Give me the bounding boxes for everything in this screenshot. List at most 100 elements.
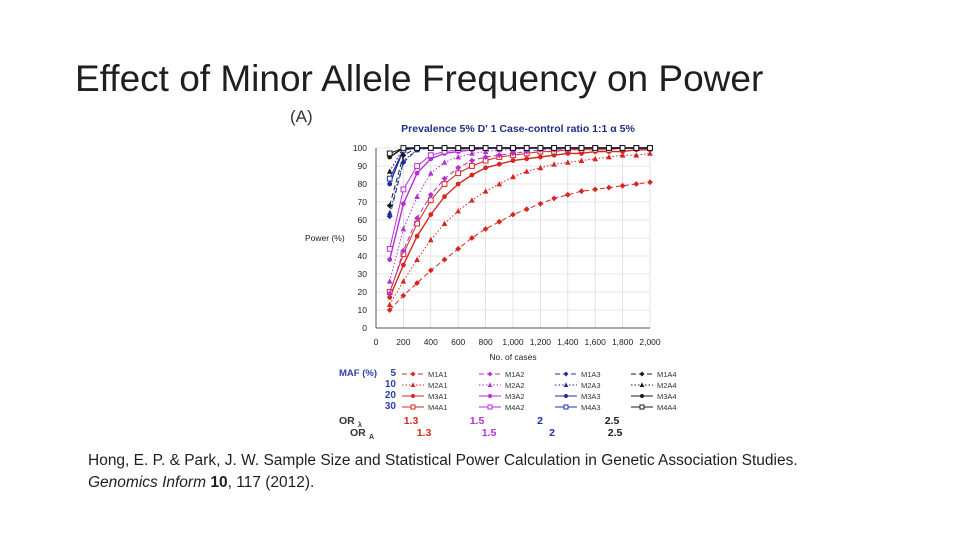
data-point <box>487 371 493 377</box>
data-point <box>428 236 434 243</box>
citation-article: Sample Size and Statistical Power Calcul… <box>263 452 798 469</box>
legend-entry-label: M4A1 <box>428 403 448 412</box>
data-point <box>496 181 503 187</box>
legend-entry-label: M4A2 <box>505 403 525 412</box>
data-point <box>606 154 612 160</box>
data-point <box>578 145 585 151</box>
legend-entry-label: M3A4 <box>657 392 677 401</box>
x-axis-label: No. of cases <box>489 352 536 362</box>
citation: Hong, E. P. & Park, J. W. Sample Size an… <box>88 450 798 494</box>
data-point <box>647 179 653 186</box>
data-point <box>410 382 416 387</box>
y-tick-label: 60 <box>358 215 368 225</box>
data-point <box>387 257 393 262</box>
data-point <box>427 267 434 274</box>
x-tick-label: 1,800 <box>612 337 634 347</box>
data-point <box>538 154 543 160</box>
data-point <box>400 292 407 299</box>
data-point <box>469 235 475 241</box>
data-point <box>469 145 475 151</box>
y-tick-label: 30 <box>358 269 368 279</box>
citation-journal: Genomics Inform <box>88 474 207 491</box>
legend-maf-value: 10 <box>385 379 397 390</box>
data-point <box>410 404 416 410</box>
data-point <box>386 175 393 182</box>
data-point <box>639 404 645 410</box>
legend-entry-label: M3A3 <box>581 392 601 401</box>
legend-maf-value: 5 <box>390 368 396 379</box>
data-point <box>487 382 493 387</box>
legend-entry-label: M4A3 <box>581 403 601 412</box>
data-point <box>564 394 568 398</box>
data-point <box>523 168 530 174</box>
or-lambda-value: 2.5 <box>605 415 620 427</box>
data-point <box>386 202 393 209</box>
x-tick-label: 1,200 <box>530 337 552 347</box>
data-point <box>441 256 448 263</box>
data-point <box>564 145 571 151</box>
data-point <box>523 145 530 151</box>
or-lambda-value: 2 <box>537 415 543 427</box>
data-point <box>537 164 544 171</box>
or-lambda-value: 1.5 <box>470 415 485 427</box>
data-point <box>606 145 612 151</box>
data-point <box>386 301 393 307</box>
data-point <box>647 150 653 156</box>
legend-entry-label: M2A4 <box>657 381 677 390</box>
y-tick-label: 100 <box>353 143 367 153</box>
data-point <box>551 145 558 151</box>
or-a-label: OR <box>350 427 366 439</box>
data-point <box>414 193 420 199</box>
data-point <box>428 212 434 217</box>
x-tick-label: 800 <box>479 337 493 347</box>
data-point <box>386 307 393 313</box>
data-point <box>386 245 393 252</box>
x-tick-label: 600 <box>451 337 465 347</box>
y-tick-label: 0 <box>362 323 367 333</box>
data-point <box>455 154 461 160</box>
x-tick-label: 1,400 <box>557 337 579 347</box>
data-point <box>441 220 448 226</box>
data-point <box>565 159 571 165</box>
data-point <box>414 215 420 222</box>
legend-entry-label: M4A4 <box>657 403 677 412</box>
data-point <box>441 145 448 151</box>
data-point <box>400 186 407 193</box>
data-point <box>496 145 503 151</box>
data-point <box>592 145 599 151</box>
data-point <box>482 148 489 154</box>
legend-maf-header: MAF (%) <box>339 368 377 379</box>
legend-entry-label: M1A2 <box>505 370 525 379</box>
data-point <box>640 394 644 398</box>
data-point <box>510 145 516 151</box>
data-point <box>483 165 488 171</box>
data-point <box>619 182 626 189</box>
data-point <box>619 145 626 151</box>
or-lambda-value: 1.3 <box>404 415 419 427</box>
data-point <box>386 168 393 174</box>
x-tick-label: 200 <box>396 337 410 347</box>
data-point <box>455 170 462 177</box>
legend-maf-value: 30 <box>385 401 397 412</box>
data-point <box>427 191 434 198</box>
data-point <box>578 157 585 163</box>
data-point <box>510 211 516 218</box>
citation-authors: Hong, E. P. & Park, J. W. <box>88 452 260 469</box>
data-point <box>428 170 434 176</box>
x-tick-label: 0 <box>374 337 379 347</box>
data-point <box>386 290 393 297</box>
data-point <box>619 152 626 158</box>
data-point <box>455 208 461 214</box>
data-point <box>487 404 493 410</box>
data-point <box>414 233 420 239</box>
series-line-m1a1 <box>389 181 651 311</box>
or-a-subscript: A <box>369 434 374 441</box>
data-point <box>455 245 462 252</box>
data-point <box>633 181 640 187</box>
data-point <box>414 170 420 176</box>
data-point <box>537 200 544 207</box>
data-point <box>455 181 461 187</box>
slide-title: Effect of Minor Allele Frequency on Powe… <box>75 58 764 99</box>
data-point <box>563 371 569 377</box>
